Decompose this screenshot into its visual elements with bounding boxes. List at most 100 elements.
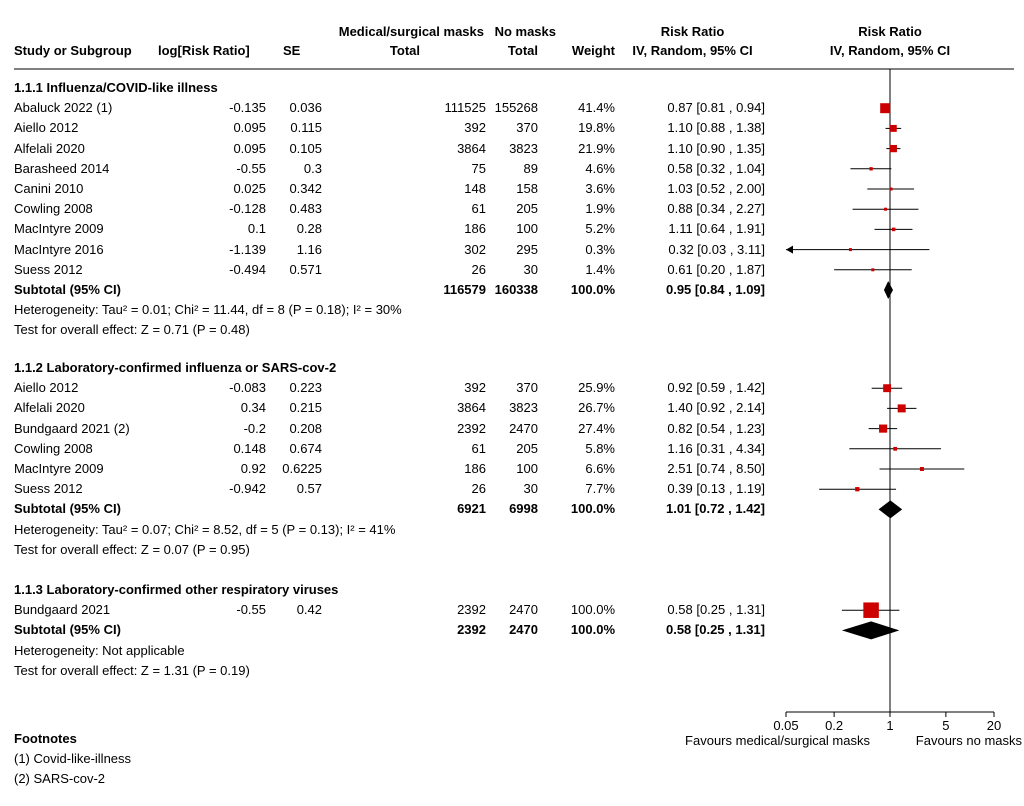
study-total-ctl: 30	[523, 481, 538, 497]
study-weight: 25.9%	[578, 380, 615, 396]
subtotal-total-ctl: 160338	[494, 282, 538, 297]
study-se: 0.6225	[282, 461, 322, 476]
subtotal-ci: 1.01 [0.72 , 1.42]	[665, 501, 765, 517]
study-total-exp: 61	[471, 201, 486, 217]
subtotal-diamond	[841, 621, 900, 640]
study-total-exp: 302	[464, 241, 486, 257]
study-weight: 26.7%	[578, 400, 615, 416]
study-ci: 1.16 [0.31 , 4.34]	[667, 440, 765, 456]
header-group-ctl: No masks	[494, 24, 556, 39]
study-marker	[871, 268, 875, 272]
study-marker	[848, 248, 852, 252]
study-marker	[883, 384, 892, 393]
study-logrr: 0.1	[247, 221, 266, 237]
study-weight: 21.9%	[578, 140, 615, 156]
favours-left-label: Favours medical/surgical masks	[685, 733, 870, 748]
study-name: Alfelali 2020	[14, 400, 85, 416]
study-marker	[897, 404, 906, 413]
study-total-ctl: 205	[516, 201, 538, 217]
study-marker	[879, 424, 888, 433]
study-se: 1.16	[296, 241, 322, 257]
study-weight: 0.3%	[585, 241, 615, 257]
header-total-exp: Total	[389, 43, 420, 58]
heterogeneity-text: Heterogeneity: Tau² = 0.07; Chi² = 8.52,…	[14, 521, 396, 537]
study-logrr: 0.34	[240, 400, 266, 416]
study-total-exp: 392	[464, 120, 486, 136]
subtotal-total-exp: 116579	[443, 282, 486, 297]
study-total-exp: 392	[464, 380, 486, 396]
study-name: MacIntyre 2016	[14, 241, 104, 257]
subtotal-ci: 0.58 [0.25 , 1.31]	[665, 622, 765, 638]
header-weight: Weight	[571, 43, 615, 58]
subtotal-total-ctl: 2470	[509, 622, 538, 638]
x-tick-label: 0.2	[825, 718, 843, 733]
overall-effect-text: Test for overall effect: Z = 1.31 (P = 0…	[14, 662, 250, 678]
header-rr-title: Risk Ratio	[660, 24, 725, 39]
footnote-2: (2) SARS-cov-2	[14, 771, 106, 786]
study-name: Bundgaard 2021 (2)	[14, 420, 130, 436]
study-weight: 6.6%	[585, 461, 615, 476]
footnotes-title: Footnotes	[14, 731, 77, 746]
subtotal-diamond	[883, 281, 893, 299]
study-logrr: 0.92	[240, 461, 266, 476]
study-logrr: -1.139	[229, 241, 266, 257]
group-title: 1.1.3 Laboratory-confirmed other respira…	[14, 582, 339, 597]
study-total-ctl: 89	[523, 160, 538, 176]
study-ci: 1.10 [0.90 , 1.35]	[667, 140, 765, 156]
study-weight: 19.8%	[578, 120, 615, 136]
study-ci: 1.03 [0.52 , 2.00]	[667, 181, 765, 196]
study-se: 0.42	[296, 602, 322, 618]
study-ci: 0.82 [0.54 , 1.23]	[667, 420, 765, 436]
study-name: Abaluck 2022 (1)	[14, 100, 113, 116]
study-weight: 5.8%	[585, 440, 615, 456]
study-total-ctl: 155268	[494, 100, 538, 116]
study-logrr: 0.148	[233, 440, 266, 456]
subtotal-total-exp: 6921	[457, 501, 486, 517]
study-total-exp: 111525	[444, 100, 486, 116]
study-ci: 0.58 [0.25 , 1.31]	[667, 602, 765, 618]
study-name: Bundgaard 2021	[14, 602, 111, 618]
study-ci: 1.11 [0.64 , 1.91]	[668, 221, 765, 237]
study-marker	[889, 144, 897, 153]
study-weight: 27.4%	[578, 420, 615, 436]
study-marker	[889, 187, 893, 191]
header-study: Study or Subgroup	[14, 43, 132, 58]
study-name: Barasheed 2014	[14, 160, 110, 176]
study-name: Aiello 2012	[14, 380, 79, 396]
subtotal-ci: 0.95 [0.84 , 1.09]	[665, 282, 765, 297]
study-name: Cowling 2008	[14, 201, 93, 217]
overall-effect-text: Test for overall effect: Z = 0.71 (P = 0…	[14, 322, 250, 338]
group-title: 1.1.1 Influenza/COVID-like illness	[14, 80, 218, 95]
study-ci: 0.88 [0.34 , 2.27]	[667, 201, 765, 217]
study-se: 0.674	[289, 440, 322, 456]
header-plot-title: Risk Ratio	[858, 24, 922, 39]
study-total-ctl: 30	[523, 261, 538, 277]
study-total-ctl: 370	[516, 120, 538, 136]
study-ci: 0.32 [0.03 , 3.11]	[668, 241, 765, 257]
study-se: 0.208	[289, 420, 322, 436]
study-total-ctl: 100	[516, 461, 538, 476]
study-se: 0.28	[296, 221, 322, 237]
study-ci: 1.10 [0.88 , 1.38]	[667, 120, 765, 136]
study-logrr: -0.55	[236, 602, 266, 618]
study-total-exp: 186	[464, 221, 486, 237]
study-logrr: -0.135	[229, 100, 266, 116]
study-total-exp: 186	[464, 461, 486, 476]
study-total-ctl: 205	[516, 440, 538, 456]
subtotal-weight: 100.0%	[570, 622, 615, 638]
header-logrr: log[Risk Ratio]	[158, 43, 250, 58]
study-ci: 0.61 [0.20 , 1.87]	[667, 261, 765, 277]
study-total-exp: 148	[464, 181, 486, 196]
study-marker	[889, 124, 897, 132]
heterogeneity-text: Heterogeneity: Not applicable	[14, 642, 185, 658]
study-marker	[891, 227, 896, 232]
ci-arrow	[786, 245, 793, 254]
study-se: 0.223	[289, 380, 322, 396]
study-weight: 1.4%	[585, 261, 615, 277]
study-weight: 41.4%	[578, 100, 615, 116]
study-logrr: 0.095	[233, 120, 266, 136]
x-tick-label: 20	[987, 718, 1001, 733]
study-se: 0.571	[289, 261, 322, 277]
